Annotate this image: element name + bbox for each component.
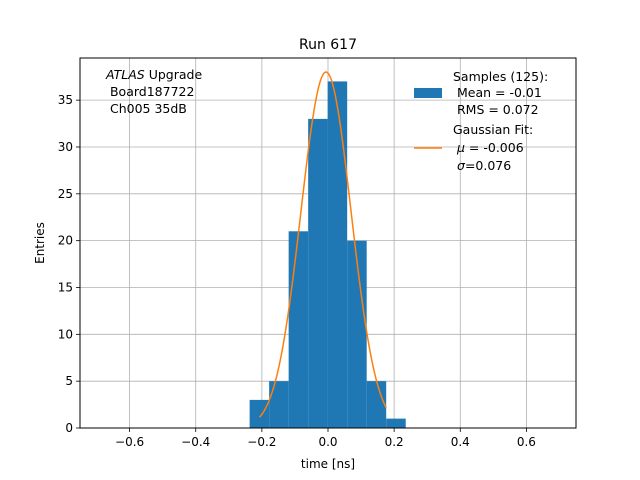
y-tick-label-5: 25 [58, 187, 73, 201]
histogram-bar-1 [269, 381, 289, 428]
histogram-bars [249, 81, 406, 428]
x-tick-label-3: 0.0 [318, 435, 337, 449]
histogram-bar-3 [308, 118, 328, 428]
legend-rms: RMS = 0.072 [453, 102, 539, 117]
y-tick-label-0: 0 [65, 421, 73, 435]
histogram-bar-2 [288, 231, 309, 428]
atlas-annotation: ATLAS Upgrade Board187722 Ch005 35dB [105, 67, 202, 116]
y-tick-label-1: 5 [65, 374, 73, 388]
histogram-bar-7 [386, 418, 406, 428]
legend-samples-label: Samples (125): [453, 69, 548, 84]
histogram-bar-5 [347, 240, 367, 428]
gaussian-fit [258, 71, 387, 418]
legend-mean: Mean = -0.01 [453, 85, 542, 100]
legend-fit-mu: μ = -0.006 [456, 140, 524, 155]
x-axis-ticks: −0.6 −0.4 −0.2 0.0 0.2 0.4 0.6 [115, 428, 536, 449]
y-tick-label-3: 15 [58, 280, 73, 294]
legend-mu-value: = -0.006 [465, 140, 524, 155]
gaussian-fit-curve [258, 71, 387, 418]
x-tick-label-6: 0.6 [517, 435, 536, 449]
legend-sigma-value: =0.076 [465, 158, 511, 173]
annotation-line-1: ATLAS Upgrade [105, 67, 202, 82]
annotation-line-3: Ch005 35dB [106, 101, 187, 116]
y-tick-label-4: 20 [58, 234, 73, 248]
chart-title: Run 617 [299, 37, 357, 53]
legend-samples-swatch [414, 88, 442, 98]
histogram-bar-4 [327, 81, 348, 428]
x-tick-label-0: −0.6 [115, 435, 144, 449]
annotation-atlas: ATLAS [105, 67, 145, 82]
y-axis-ticks: 0 5 10 15 20 25 30 35 [58, 93, 80, 435]
annotation-line-2: Board187722 [106, 84, 194, 99]
legend-mu-symbol: μ [456, 140, 465, 155]
x-tick-label-4: 0.2 [385, 435, 404, 449]
x-axis-label: time [ns] [301, 457, 355, 471]
y-tick-label-7: 35 [58, 93, 73, 107]
legend: Samples (125): Mean = -0.01 RMS = 0.072 … [414, 69, 548, 173]
histogram-bar-6 [366, 381, 387, 428]
x-tick-label-2: −0.2 [247, 435, 276, 449]
legend-fit-label: Gaussian Fit: [453, 122, 533, 137]
y-tick-label-6: 30 [58, 140, 73, 154]
x-tick-label-1: −0.4 [181, 435, 210, 449]
x-tick-label-5: 0.4 [451, 435, 470, 449]
legend-fit-sigma: σ=0.076 [457, 158, 511, 173]
legend-sigma-symbol: σ [457, 158, 466, 173]
annotation-upgrade: Upgrade [145, 67, 203, 82]
y-tick-label-2: 10 [58, 327, 73, 341]
y-axis-label: Entries [33, 222, 47, 264]
histogram-bar-0 [249, 399, 270, 428]
